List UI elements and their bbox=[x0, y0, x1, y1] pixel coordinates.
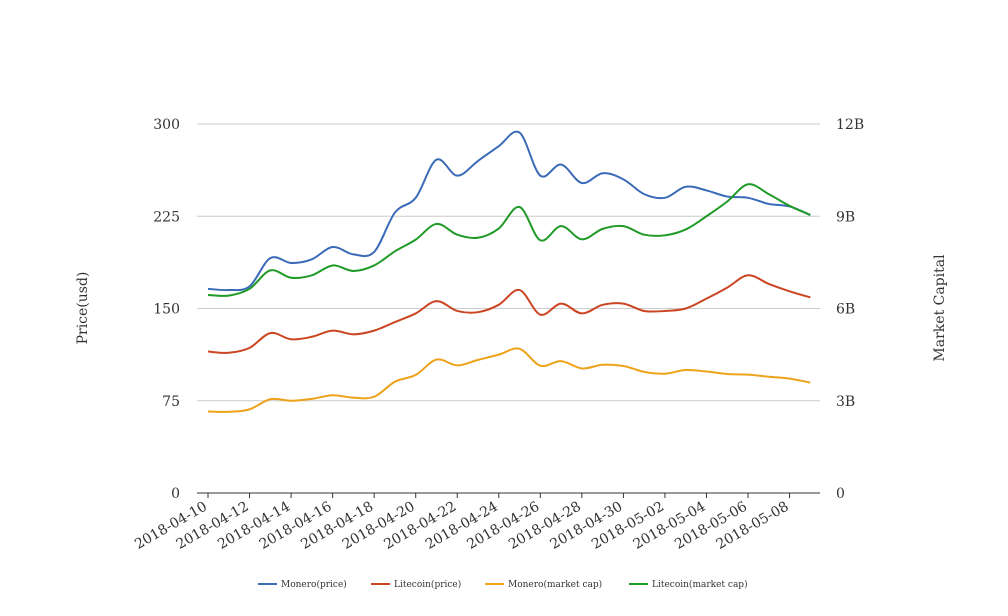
y2-axis-label: Market Capital bbox=[932, 254, 948, 362]
series-line-3 bbox=[207, 347, 811, 413]
y2-tick-label: 12B bbox=[836, 117, 864, 133]
y2-tick-label: 3B bbox=[836, 394, 855, 410]
legend-label: Litecoin(price) bbox=[394, 579, 461, 590]
legend-label: Monero(price) bbox=[281, 579, 347, 590]
series-line-4 bbox=[207, 183, 811, 297]
legend-label: Monero(market cap) bbox=[508, 579, 602, 590]
axes: 07515022530003B6B9B12B2018-04-102018-04-… bbox=[132, 117, 864, 553]
y-tick-label: 150 bbox=[153, 302, 180, 318]
legend-item: Litecoin(market cap) bbox=[629, 579, 748, 590]
y2-tick-label: 0 bbox=[836, 486, 845, 502]
legend-item: Litecoin(price) bbox=[371, 579, 461, 590]
y-axis-label: Price(usd) bbox=[75, 272, 91, 345]
legend: Monero(price) Litecoin(price) Monero(marke… bbox=[258, 579, 748, 590]
series-line-1 bbox=[207, 130, 811, 292]
series-lines bbox=[207, 130, 811, 413]
y2-tick-label: 9B bbox=[836, 209, 855, 225]
y2-tick-label: 6B bbox=[836, 302, 855, 318]
y-tick-label: 300 bbox=[153, 117, 180, 133]
legend-item: Monero(price) bbox=[258, 579, 347, 590]
y-tick-label: 75 bbox=[162, 394, 180, 410]
series-line-2 bbox=[207, 274, 811, 354]
y-tick-label: 0 bbox=[171, 486, 180, 502]
legend-label: Litecoin(market cap) bbox=[652, 579, 748, 590]
legend-item: Monero(market cap) bbox=[485, 579, 602, 590]
y-tick-label: 225 bbox=[153, 209, 180, 225]
